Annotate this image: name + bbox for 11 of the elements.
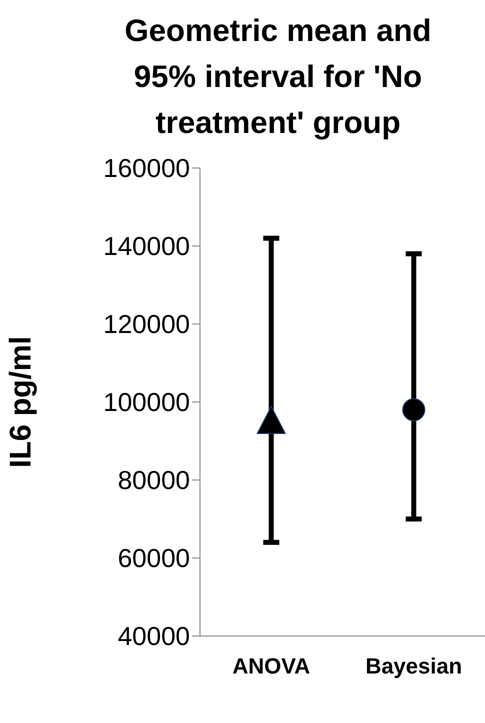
y-tick-label: 100000 xyxy=(103,387,190,418)
x-tick-label: Bayesian xyxy=(365,654,462,679)
y-axis-title: IL6 pg/ml xyxy=(4,336,38,468)
y-tick-label: 120000 xyxy=(103,309,190,340)
y-tick-label: 40000 xyxy=(118,621,190,652)
chart-title: Geometric mean and 95% interval for 'No treatment' group xyxy=(124,12,432,142)
y-tick-label: 140000 xyxy=(103,231,190,262)
x-tick-label: ANOVA xyxy=(232,654,310,679)
y-tick-label: 80000 xyxy=(118,465,190,496)
y-tick-label: 160000 xyxy=(103,153,190,184)
y-tick-label: 60000 xyxy=(118,543,190,574)
